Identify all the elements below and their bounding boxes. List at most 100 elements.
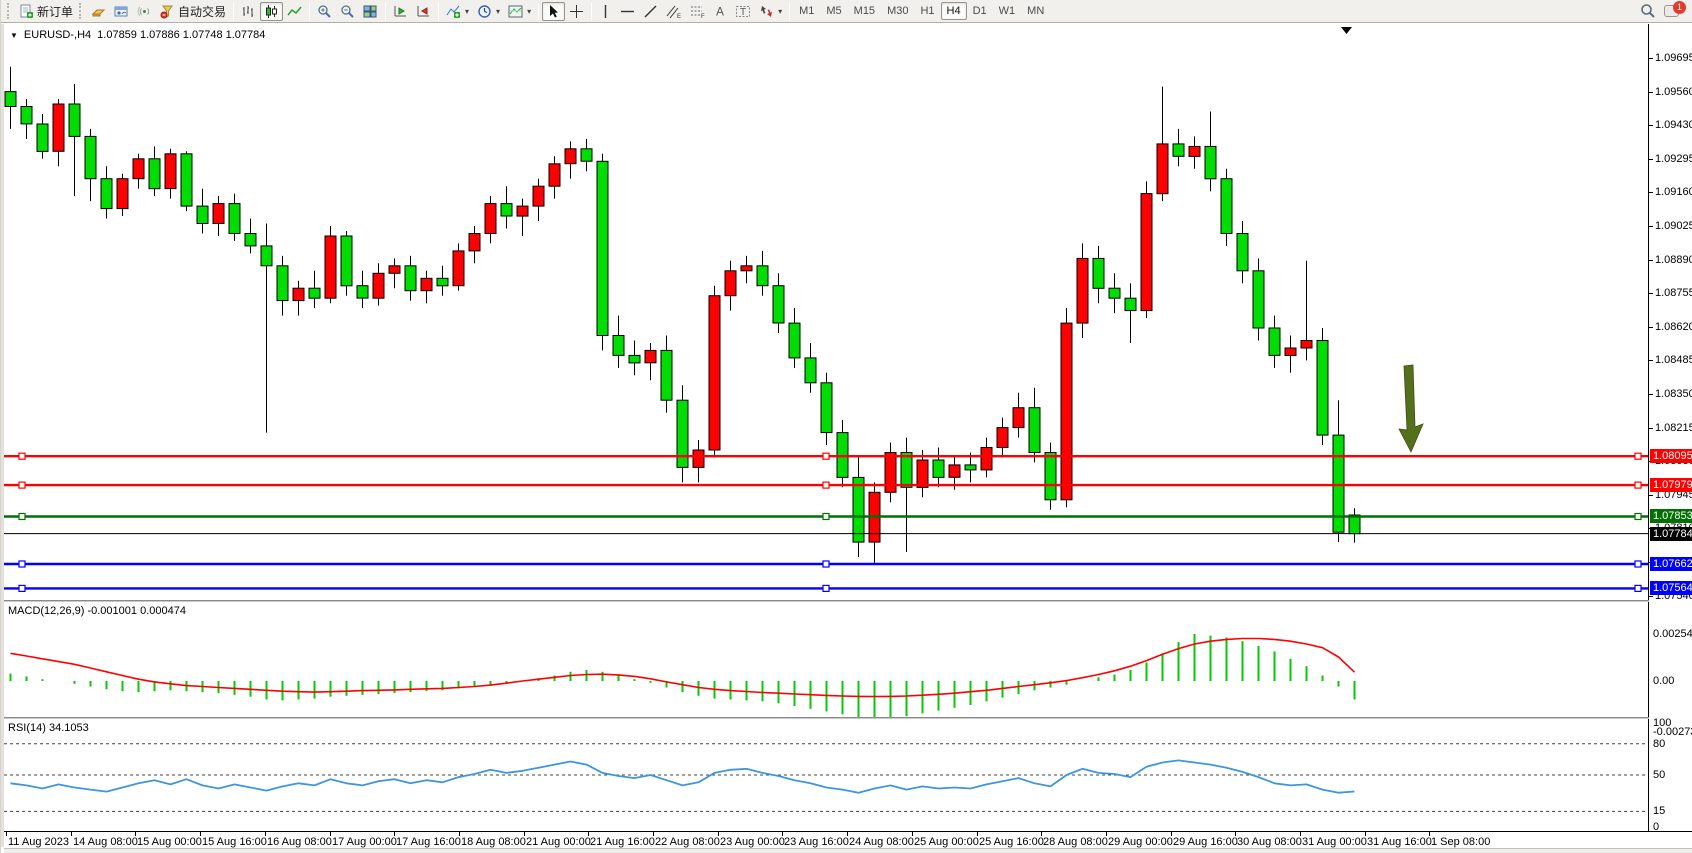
pane-splitter[interactable] (4, 717, 1649, 719)
candle-body (852, 476, 865, 543)
signal-button[interactable] (133, 2, 156, 21)
candle-body (356, 285, 369, 299)
auto-scroll-button[interactable] (389, 2, 412, 21)
chevron-down-icon: ▾ (527, 6, 532, 16)
hline-handle[interactable] (822, 584, 830, 593)
hline-handle[interactable] (18, 560, 26, 568)
ohlc-quotes-label: 1.07859 1.07886 1.07748 1.07784 (97, 29, 266, 41)
tab-mn[interactable]: MN (1027, 5, 1045, 17)
candle-body (276, 265, 289, 302)
toolbar-grip[interactable] (7, 3, 11, 19)
candle-body (148, 158, 161, 190)
candle-body (1252, 270, 1265, 329)
time-tick (135, 832, 136, 836)
time-label: 23 Aug 16:00 (784, 836, 849, 848)
tab-h4[interactable]: H4 (940, 2, 967, 20)
time-tick (782, 832, 783, 836)
down-arrow-annotation[interactable] (1398, 364, 1424, 453)
chevron-down-icon: ▾ (778, 6, 783, 16)
candle-body (996, 427, 1009, 449)
chart-shift-marker[interactable] (1341, 27, 1352, 34)
candle-body (548, 163, 561, 187)
price-axis[interactable]: 1.09695 1.09560 1.09430 1.09295 1.09160 1.090… (1649, 24, 1692, 833)
bar-chart-button[interactable] (237, 2, 260, 21)
time-label: 25 Aug 16:00 (979, 836, 1044, 848)
cursor-button[interactable] (542, 1, 566, 21)
notifications-button[interactable]: 1 (1664, 1, 1686, 17)
tab-m30[interactable]: M30 (887, 5, 909, 17)
candle-body (1204, 145, 1217, 180)
toolbar-grip[interactable] (79, 3, 83, 19)
candle-body (596, 160, 609, 336)
market-watch-button[interactable] (87, 2, 110, 21)
hline-handle[interactable] (1634, 560, 1642, 568)
time-label: 23 Aug 00:00 (720, 836, 785, 848)
auto-trading-button[interactable]: 自动交易 (156, 2, 230, 21)
candle-body (196, 205, 209, 225)
candlestick-chart-button[interactable] (260, 1, 284, 21)
profiles-button[interactable] (110, 2, 133, 21)
candle-body (484, 203, 497, 235)
tab-w1[interactable]: W1 (998, 5, 1016, 17)
crosshair-button[interactable] (565, 2, 588, 21)
crosshair-icon (570, 4, 584, 18)
macd-pane[interactable] (4, 602, 1649, 717)
trendline-button[interactable] (639, 2, 662, 21)
candle-body (884, 452, 897, 493)
hline-handle[interactable] (1634, 512, 1642, 521)
hline-handle[interactable] (822, 452, 830, 460)
hline-handle[interactable] (1634, 481, 1642, 489)
price-tick-label: 1.08890 (1655, 254, 1692, 266)
periods-button[interactable]: ▾ (473, 2, 504, 21)
hline-handle[interactable] (822, 560, 830, 568)
candle-body (1028, 407, 1041, 454)
main-price-pane[interactable] (4, 24, 1649, 600)
chevron-down-icon[interactable]: ▼ (10, 30, 18, 40)
tab-m15[interactable]: M15 (853, 5, 876, 17)
equidistant-channel-button[interactable]: E (662, 2, 686, 21)
hline-handle[interactable] (18, 452, 26, 460)
hline-handle[interactable] (1634, 584, 1642, 593)
fibonacci-button[interactable]: F (686, 2, 710, 21)
profiles-icon (114, 6, 128, 16)
time-label: 25 Aug 00:00 (914, 836, 979, 848)
macd-axis-zero: 0.00 (1653, 675, 1675, 687)
rsi-pane[interactable] (4, 719, 1649, 830)
indicators-button[interactable]: ▾ (442, 2, 473, 21)
candle-body (692, 449, 705, 468)
zoom-in-button[interactable] (313, 2, 336, 21)
price-tick-dash (1649, 360, 1653, 361)
hline-handle[interactable] (18, 512, 26, 521)
vertical-line-button[interactable] (595, 2, 616, 21)
candle-body (100, 178, 113, 210)
hline-handle[interactable] (18, 584, 26, 593)
new-order-button[interactable]: 新订单 (15, 2, 77, 21)
candle-body (404, 265, 417, 292)
zoom-out-button[interactable] (336, 2, 359, 21)
tab-d1[interactable]: D1 (972, 5, 987, 17)
hline-handle[interactable] (822, 481, 830, 489)
line-chart-button[interactable] (283, 2, 306, 21)
price-tick-label: 1.09560 (1655, 86, 1692, 98)
chart-shift-icon (417, 5, 430, 16)
arrows-button[interactable]: ▾ (755, 2, 786, 21)
search-icon[interactable] (1640, 3, 1656, 19)
tab-m5[interactable]: M5 (826, 5, 842, 17)
chart-shift-button[interactable] (412, 2, 435, 21)
time-axis[interactable]: 11 Aug 2023 14 Aug 08:00 15 Aug 00:00 15 Au… (4, 831, 1692, 848)
candle-body (52, 103, 65, 152)
hline-handle[interactable] (822, 512, 830, 521)
horizontal-line-button[interactable] (616, 2, 639, 21)
tab-m1[interactable]: M1 (799, 5, 815, 17)
hline-handle[interactable] (1634, 452, 1642, 460)
text-label-icon: T (736, 5, 751, 18)
pane-splitter[interactable] (4, 600, 1649, 602)
text-button[interactable]: A (710, 2, 731, 21)
hline-handle[interactable] (18, 481, 26, 489)
tile-windows-button[interactable] (359, 2, 382, 21)
time-label: 29 Aug 00:00 (1108, 836, 1173, 848)
tab-h1[interactable]: H1 (920, 5, 935, 17)
text-label-button[interactable]: T (731, 2, 755, 21)
zoom-in-icon (318, 4, 331, 18)
templates-button[interactable]: ▾ (504, 2, 535, 21)
